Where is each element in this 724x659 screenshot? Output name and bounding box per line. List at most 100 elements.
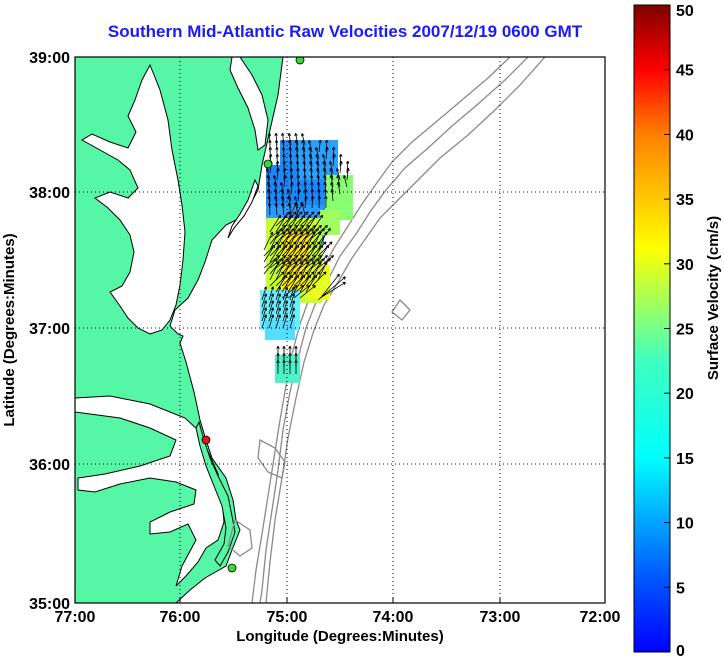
velocity-arrow [273,188,278,202]
velocity-arrow [331,146,336,160]
velocity-arrow [269,214,282,233]
x-tick-label: 77:00 [55,609,96,626]
velocity-arrow [268,307,275,322]
velocity-arrow [317,255,334,269]
velocity-arrow [289,293,296,308]
velocity-arrow [275,225,292,239]
velocity-arrow [293,274,306,293]
velocity-arrow [325,146,329,160]
velocity-arrow [289,167,294,181]
velocity-arrow [310,188,315,202]
velocity-arrow [309,160,313,174]
velocity-arrow [281,274,294,293]
velocity-arrow [269,261,280,281]
station-marker [227,563,237,573]
velocity-arrow [282,314,289,329]
velocity-arrow [269,271,285,287]
velocity-arrow [287,261,298,281]
velocity-arrow [296,174,301,188]
velocity-arrow [293,271,309,287]
velocity-arrow [263,231,274,251]
velocity-arrow [317,244,330,263]
velocity-arrow [311,257,325,275]
velocity-arrow [307,140,313,153]
velocity-arrow [275,214,288,233]
velocity-arrow [305,257,319,275]
velocity-arrow [287,211,303,227]
velocity-arrow [314,147,320,160]
velocity-arrow [275,241,291,257]
velocity-arrow [274,195,278,209]
velocity-arrow [345,160,350,174]
velocity-arrow [273,182,278,195]
velocity-arrow [308,147,313,160]
velocity-arrow [275,286,282,301]
colorbar-tick-label: 35 [676,192,694,209]
velocity-arrow [281,202,285,216]
colorbar-tick-label: 45 [676,63,694,80]
velocity-arrow [311,244,324,263]
velocity-arrow [300,133,306,146]
velocity-arrow [308,153,313,167]
velocity-arrow [263,257,277,275]
velocity-arrow [293,201,304,221]
velocity-arrow [311,271,327,287]
velocity-arrow [289,307,296,322]
velocity-arrow [296,181,301,195]
velocity-arrow [275,261,286,281]
velocity-arrow [342,175,348,188]
velocity-arrow [295,146,299,160]
velocity-arrow [330,188,334,202]
x-tick-marks [179,597,501,603]
velocity-arrow [268,314,275,329]
velocity-arrow [294,139,299,153]
velocity-arrow [268,146,273,160]
velocity-arrow [266,175,271,188]
velocity-arrow [281,255,298,269]
velocity-arrow [330,181,334,195]
velocity-arrow [305,225,322,239]
velocity-arrow [275,307,282,322]
colorbar-tick-label: 30 [676,257,694,274]
station-marker [201,435,211,445]
velocity-arrow [263,241,279,257]
velocity-arrow [283,174,287,188]
velocity-arrow [287,241,303,257]
velocity-arrow [299,211,315,227]
velocity-arrow [281,271,297,287]
velocity-arrow [265,168,271,181]
velocity-arrow [305,227,319,245]
velocity-arrow [280,195,285,209]
x-tick-label: 75:00 [267,609,308,626]
y-tick-label: 38:00 [29,185,70,202]
velocity-arrow [301,140,306,153]
colorbar-tick-label: 25 [676,322,694,339]
velocity-arrow [332,153,336,167]
y-tick-label: 35:00 [29,596,70,613]
station-marker [295,57,305,65]
velocity-arrow [281,241,297,257]
velocity-arrow [324,139,329,153]
velocity-arrow [261,314,268,329]
velocity-arrow [299,244,312,263]
velocity-arrow [293,211,309,227]
velocity-arrow [281,231,292,251]
velocity-arrow [269,231,280,251]
velocity-arrow [287,196,292,209]
colorbar-tick-label: 10 [676,516,694,533]
velocity-arrow [317,257,331,275]
velocity-arrow [299,227,313,245]
velocity-arrow [311,255,328,269]
velocity-arrow [287,257,301,275]
velocity-arrow [317,195,322,209]
velocity-arrow [287,271,303,287]
delaware-bay [229,57,269,151]
velocity-arrow [287,214,300,233]
velocity-arrow [261,293,268,308]
velocity-arrow [293,257,307,275]
velocity-arrow [288,359,292,374]
velocity-arrow [305,241,321,257]
velocity-arrow [275,300,282,315]
